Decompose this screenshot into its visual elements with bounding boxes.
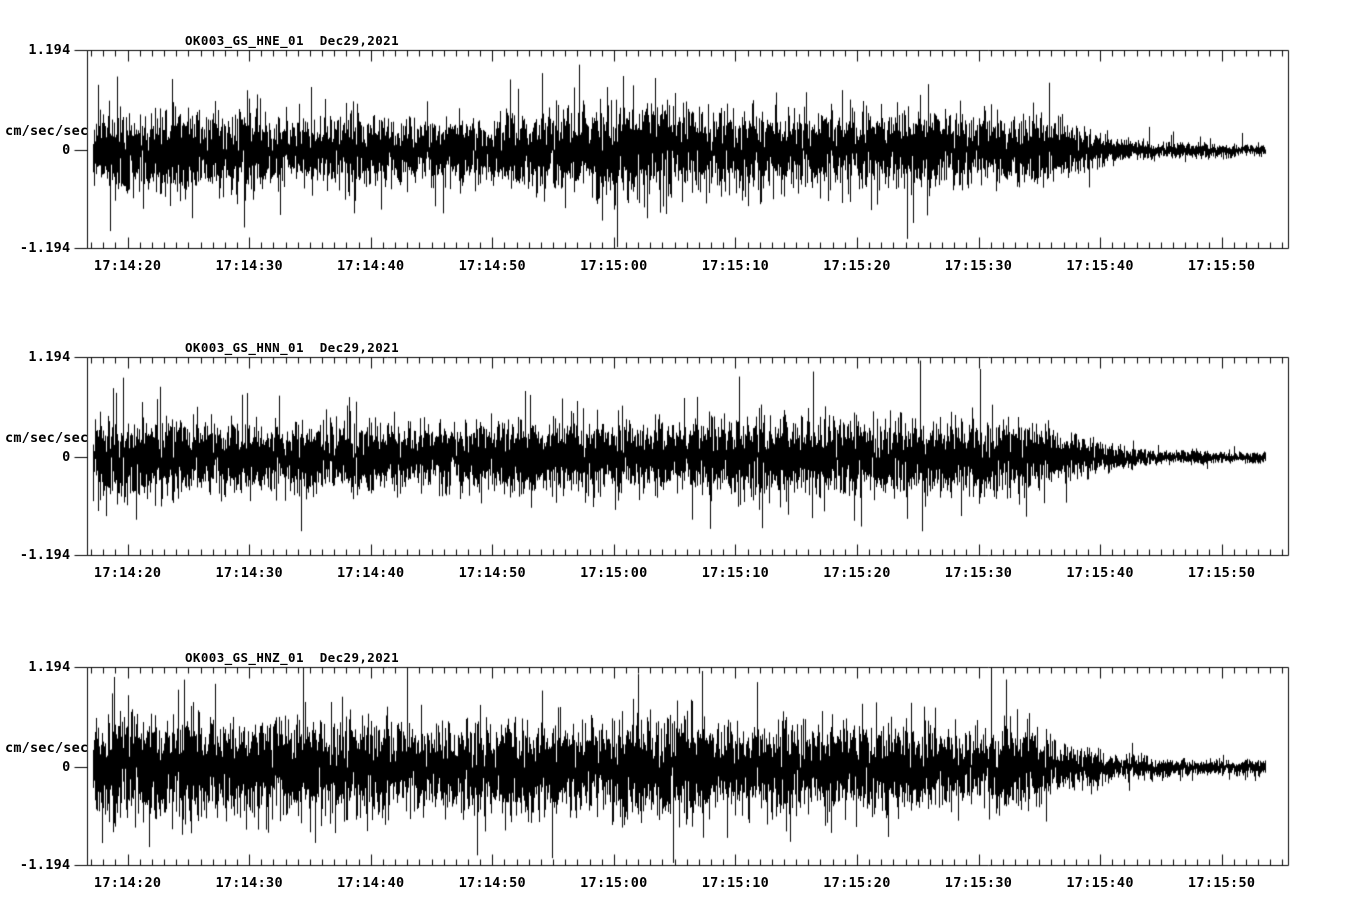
x-axis-tick-label: 17:14:30 (215, 564, 283, 581)
x-axis-tick-label: 17:15:10 (701, 564, 770, 581)
x-axis-tick-label: 17:15:20 (823, 257, 891, 274)
y-axis-zero-label-hnz: 0 (62, 758, 71, 775)
x-axis-tick-label: 17:15:00 (580, 874, 648, 891)
panel-title-hnz: OK003_GS_HNZ_01 Dec29,2021 (185, 650, 399, 665)
y-axis-unit-label-hne: cm/sec/sec (5, 122, 89, 139)
x-axis-tick-label: 17:14:50 (458, 874, 526, 891)
y-axis-min-label-hnn: -1.194 (19, 546, 71, 563)
waveform-plot-hne (0, 0, 1358, 300)
x-axis-tick-label: 17:14:20 (93, 257, 162, 274)
x-axis-tick-label: 17:14:20 (93, 564, 162, 581)
x-axis-tick-label: 17:14:40 (337, 564, 405, 581)
x-axis-tick-label: 17:15:10 (701, 257, 770, 274)
waveform-panel-hnn: OK003_GS_HNN_01 Dec29,2021 1.194 cm/sec/… (0, 307, 1358, 607)
y-axis-max-label-hnz: 1.194 (28, 658, 71, 675)
x-axis-tick-label: 17:15:40 (1066, 874, 1134, 891)
x-axis-tick-label: 17:15:30 (944, 257, 1013, 274)
y-axis-zero-label-hne: 0 (62, 141, 71, 158)
x-axis-tick-label: 17:14:50 (458, 564, 526, 581)
x-axis-tick-label: 17:14:50 (458, 257, 526, 274)
x-axis-tick-label: 17:15:10 (701, 874, 770, 891)
x-axis-tick-label: 17:15:00 (580, 564, 648, 581)
x-axis-tick-label: 17:14:20 (93, 874, 162, 891)
y-axis-max-label-hne: 1.194 (28, 41, 71, 58)
waveform-plot-hnn (0, 307, 1358, 607)
x-axis-tick-label: 17:15:40 (1066, 564, 1134, 581)
panel-title-hnn: OK003_GS_HNN_01 Dec29,2021 (185, 340, 399, 355)
x-axis-tick-label: 17:15:20 (823, 564, 891, 581)
x-axis-tick-label: 17:15:40 (1066, 257, 1134, 274)
x-axis-tick-label: 17:15:50 (1187, 257, 1256, 274)
x-axis-tick-label: 17:14:30 (215, 874, 283, 891)
x-axis-tick-label: 17:15:50 (1187, 874, 1256, 891)
y-axis-min-label-hnz: -1.194 (19, 856, 71, 873)
x-axis-tick-label: 17:15:20 (823, 874, 891, 891)
x-axis-tick-label: 17:15:30 (944, 564, 1013, 581)
y-axis-unit-label-hnn: cm/sec/sec (5, 429, 89, 446)
y-axis-max-label-hnn: 1.194 (28, 348, 71, 365)
panel-title-hne: OK003_GS_HNE_01 Dec29,2021 (185, 33, 399, 48)
waveform-panel-hnz: OK003_GS_HNZ_01 Dec29,2021 1.194 cm/sec/… (0, 617, 1358, 924)
y-axis-zero-label-hnn: 0 (62, 448, 71, 465)
x-axis-tick-label: 17:15:30 (944, 874, 1013, 891)
x-axis-tick-label: 17:15:50 (1187, 564, 1256, 581)
y-axis-unit-label-hnz: cm/sec/sec (5, 739, 89, 756)
waveform-plot-hnz (0, 617, 1358, 924)
x-axis-tick-label: 17:14:40 (337, 874, 405, 891)
x-axis-tick-label: 17:14:30 (215, 257, 283, 274)
y-axis-min-label-hne: -1.194 (19, 239, 71, 256)
waveform-panel-hne: OK003_GS_HNE_01 Dec29,2021 1.194 cm/sec/… (0, 0, 1358, 300)
x-axis-tick-label: 17:14:40 (337, 257, 405, 274)
x-axis-tick-label: 17:15:00 (580, 257, 648, 274)
